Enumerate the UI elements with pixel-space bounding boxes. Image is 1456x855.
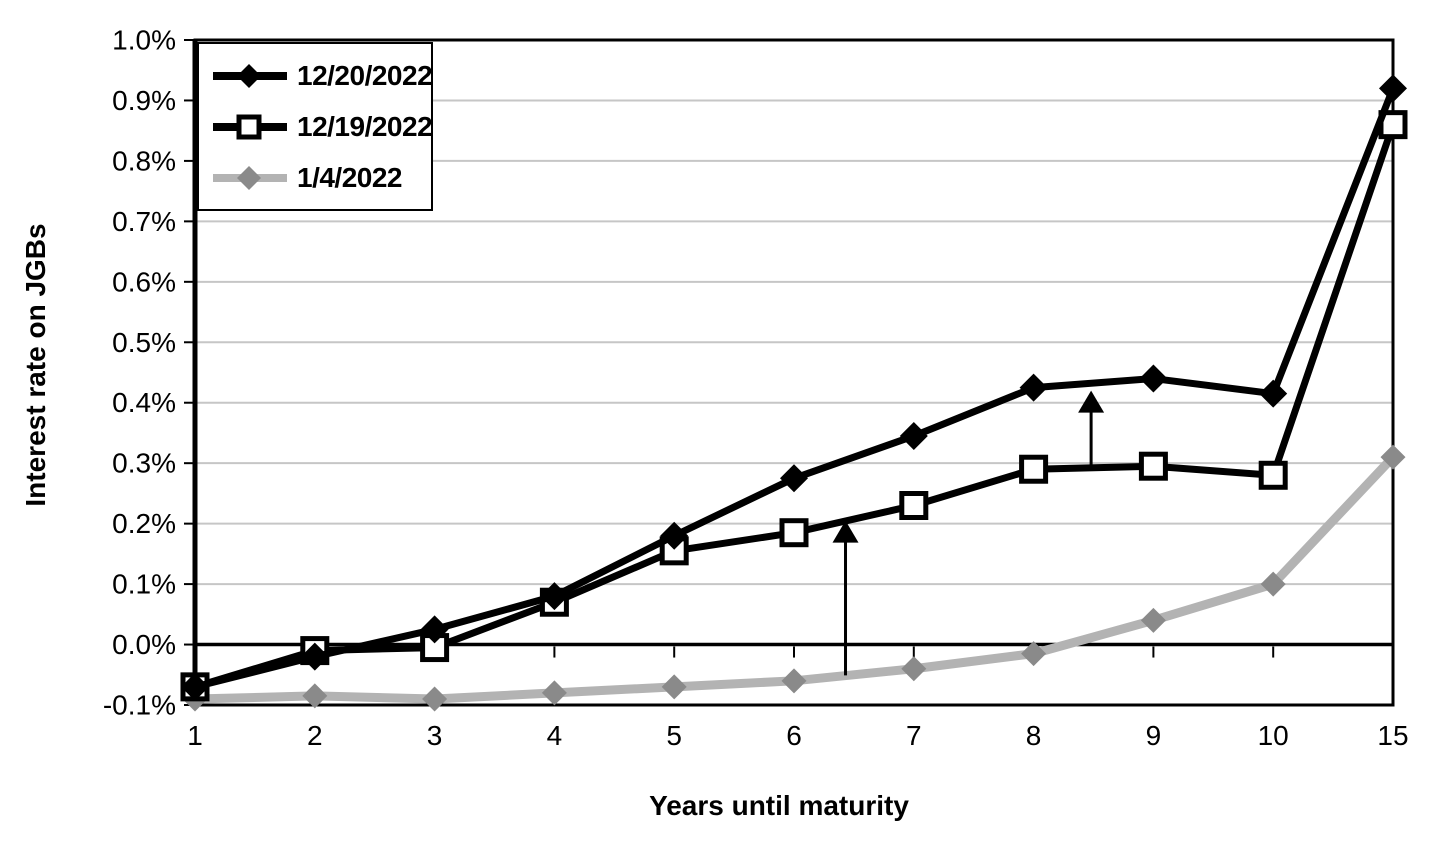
annotation-arrowhead [832, 520, 859, 543]
marker-square [1019, 454, 1049, 484]
marker-diamond [1380, 444, 1406, 470]
x-tick-label: 3 [427, 720, 443, 751]
y-tick-label: 0.0% [112, 629, 176, 660]
marker-diamond [1379, 74, 1407, 103]
marker-diamond [541, 680, 567, 706]
y-axis-title: Interest rate on JGBs [20, 223, 51, 507]
x-tick-label: 9 [1146, 720, 1162, 751]
legend-item: 1/4/2022 [211, 162, 427, 194]
x-tick-label: 8 [1026, 720, 1042, 751]
y-tick-label: 0.2% [112, 508, 176, 539]
marker-diamond [1021, 641, 1047, 667]
marker-diamond [1140, 607, 1166, 633]
legend-label: 1/4/2022 [297, 161, 403, 193]
marker-diamond [181, 672, 209, 701]
series-line-2 [194, 454, 1397, 704]
x-tick-label: 15 [1377, 720, 1408, 751]
x-axis-title: Years until maturity [649, 790, 909, 821]
marker-diamond [540, 582, 569, 611]
legend-swatch [213, 165, 287, 190]
marker-diamond [899, 421, 928, 450]
y-tick-label: 1.0% [112, 25, 176, 56]
marker-diamond [422, 686, 448, 712]
legend-swatch [213, 63, 287, 88]
annotation-arrowhead [1078, 390, 1105, 413]
x-tick-label: 4 [547, 720, 563, 751]
y-tick-label: 0.9% [112, 85, 176, 116]
x-tick-label: 6 [786, 720, 802, 751]
y-tick-label: 0.4% [112, 387, 176, 418]
marker-diamond [661, 674, 687, 700]
marker-square [899, 491, 929, 520]
marker-square [779, 518, 809, 548]
legend-item: 12/19/2022 [211, 111, 433, 143]
marker-square [1258, 460, 1288, 490]
marker-diamond [1139, 364, 1168, 393]
x-tick-label: 1 [187, 720, 203, 751]
x-tick-label: 10 [1258, 720, 1289, 751]
marker-diamond [1260, 571, 1286, 597]
marker-diamond [901, 656, 927, 682]
y-tick-label: 0.6% [112, 266, 176, 297]
x-tick-label: 2 [307, 720, 323, 751]
marker-diamond [781, 668, 807, 694]
y-tick-label: -0.1% [103, 690, 176, 721]
marker-diamond [780, 464, 808, 493]
y-tick-label: 0.5% [112, 327, 176, 358]
legend-label: 12/20/2022 [297, 59, 433, 91]
y-tick-label: 0.7% [112, 206, 176, 237]
marker-diamond [300, 642, 329, 671]
y-tick-label: 0.1% [112, 569, 176, 600]
marker-diamond [420, 615, 449, 644]
marker-diamond [1259, 379, 1288, 408]
marker-diamond [660, 521, 689, 550]
legend-item: 12/20/2022 [211, 60, 433, 92]
legend: 12/20/2022 12/19/2022 1/4/2022 [197, 42, 433, 211]
x-tick-label: 5 [666, 720, 682, 751]
x-tick-label: 7 [906, 720, 922, 751]
marker-square [1138, 451, 1168, 481]
legend-label: 12/19/2022 [297, 110, 433, 142]
y-tick-label: 0.3% [112, 448, 176, 479]
y-tick-label: 0.8% [112, 145, 176, 176]
legend-swatch [213, 114, 287, 139]
marker-diamond [302, 683, 328, 709]
marker-diamond [1019, 373, 1048, 402]
